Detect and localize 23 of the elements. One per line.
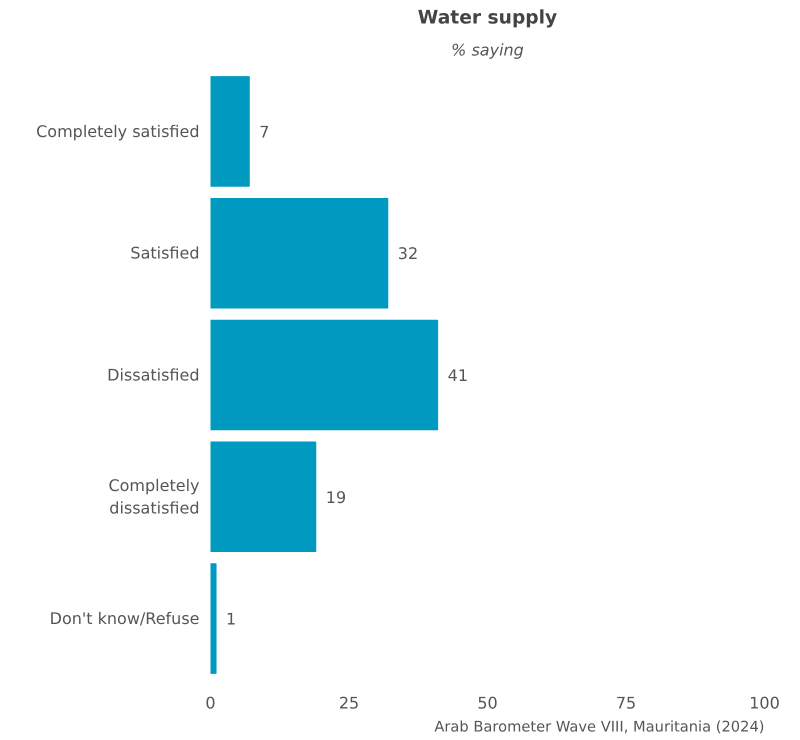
- chart-title: Water supply: [418, 8, 558, 28]
- data-label: 19: [326, 488, 346, 507]
- y-tick-label: Dissatisfied: [107, 366, 200, 384]
- data-label: 41: [448, 366, 468, 385]
- bar: [210, 563, 217, 674]
- data-label: 7: [259, 122, 270, 142]
- y-tick-label: Completely dissatisfied: [108, 476, 200, 518]
- y-tick-label: Completely satisfied: [36, 122, 200, 141]
- x-tick-label: 50: [477, 694, 498, 712]
- y-tick-label: Satisfied: [130, 244, 200, 263]
- x-tick-label: 100: [749, 694, 780, 712]
- data-label: 1: [226, 610, 236, 629]
- text: Arab Barometer Wave VIII, Mauritania (2024): [434, 718, 765, 736]
- bar: [210, 76, 250, 187]
- bar: [210, 441, 316, 552]
- chart-subtitle: % saying: [451, 40, 524, 60]
- data-label: 32: [398, 244, 418, 264]
- x-tick-label: 25: [338, 694, 360, 712]
- y-tick-label: Don't know/Refuse: [50, 609, 200, 628]
- x-tick-label: 75: [616, 694, 636, 712]
- x-tick-label: 0: [205, 694, 216, 712]
- bar: [210, 198, 388, 309]
- bar: [210, 320, 438, 430]
